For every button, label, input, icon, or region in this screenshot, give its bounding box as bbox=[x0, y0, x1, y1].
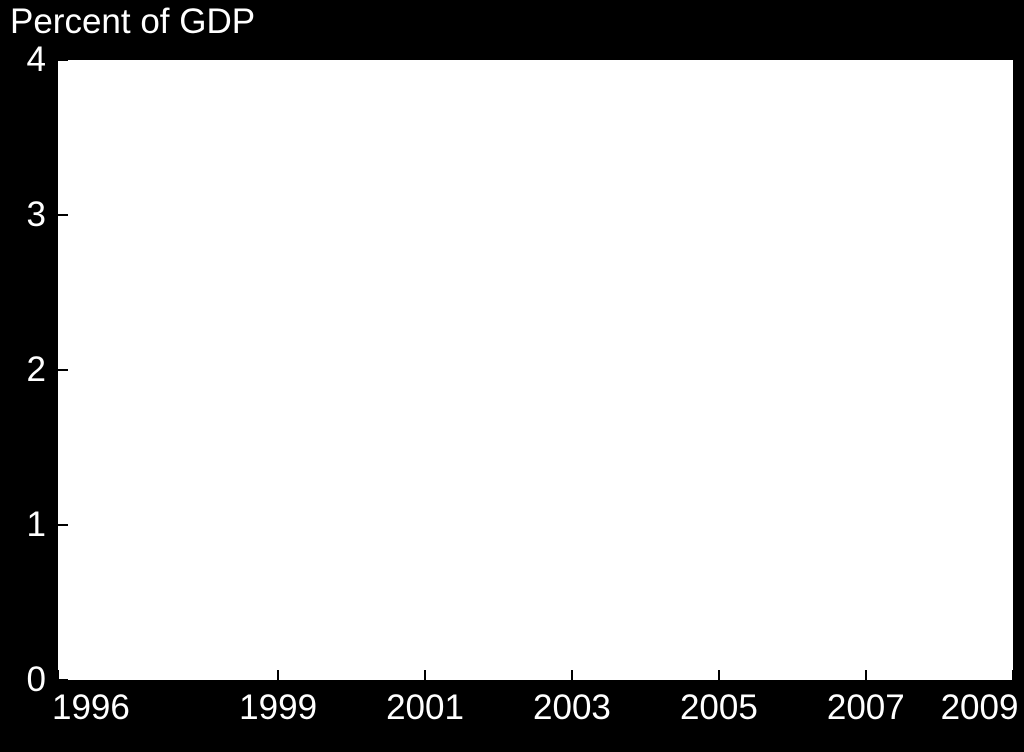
y-tick-mark bbox=[58, 369, 68, 371]
x-tick-mark bbox=[865, 670, 867, 680]
x-tick-label: 2009 bbox=[941, 688, 1019, 728]
chart-title: Percent of GDP bbox=[10, 2, 255, 42]
x-tick-mark bbox=[718, 670, 720, 680]
y-tick-label: 3 bbox=[27, 195, 46, 235]
x-tick-label: 1999 bbox=[239, 688, 317, 728]
x-tick-label: 2005 bbox=[680, 688, 758, 728]
x-tick-mark bbox=[277, 670, 279, 680]
y-tick-mark bbox=[58, 679, 68, 681]
y-tick-mark bbox=[58, 524, 68, 526]
x-tick-mark bbox=[57, 670, 59, 680]
y-tick-label: 4 bbox=[27, 40, 46, 80]
x-tick-label: 1996 bbox=[52, 688, 130, 728]
x-tick-mark bbox=[1012, 670, 1014, 680]
x-tick-label: 2001 bbox=[386, 688, 464, 728]
y-tick-label: 0 bbox=[27, 660, 46, 700]
gdp-chart: Percent of GDP 0 1 2 3 4 1996 1999 2001 2003 2005… bbox=[0, 0, 1024, 752]
y-tick-mark bbox=[58, 214, 68, 216]
x-tick-label: 2007 bbox=[827, 688, 905, 728]
y-tick-label: 1 bbox=[27, 505, 46, 545]
x-tick-mark bbox=[424, 670, 426, 680]
plot-area bbox=[58, 60, 1013, 680]
x-tick-mark bbox=[571, 670, 573, 680]
y-tick-label: 2 bbox=[27, 350, 46, 390]
y-tick-mark bbox=[58, 59, 68, 61]
x-tick-label: 2003 bbox=[533, 688, 611, 728]
